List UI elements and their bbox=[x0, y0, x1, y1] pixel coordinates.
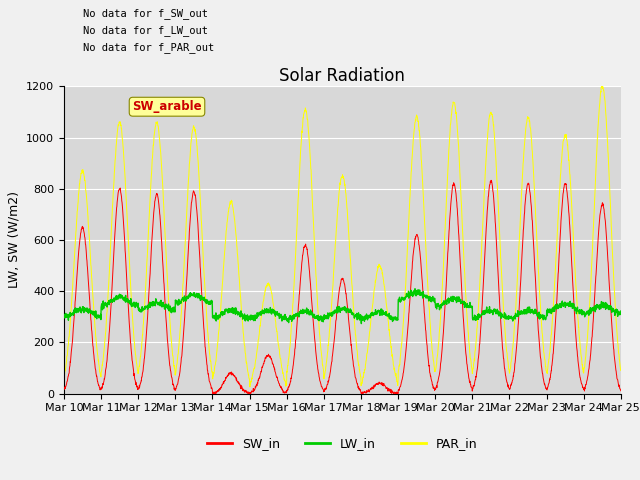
Text: No data for f_PAR_out: No data for f_PAR_out bbox=[83, 42, 214, 53]
Y-axis label: LW, SW (W/m2): LW, SW (W/m2) bbox=[8, 192, 20, 288]
Title: Solar Radiation: Solar Radiation bbox=[280, 67, 405, 85]
Text: No data for f_LW_out: No data for f_LW_out bbox=[83, 25, 208, 36]
Text: No data for f_SW_out: No data for f_SW_out bbox=[83, 8, 208, 19]
Legend: SW_in, LW_in, PAR_in: SW_in, LW_in, PAR_in bbox=[202, 432, 483, 455]
Text: SW_arable: SW_arable bbox=[132, 100, 202, 113]
